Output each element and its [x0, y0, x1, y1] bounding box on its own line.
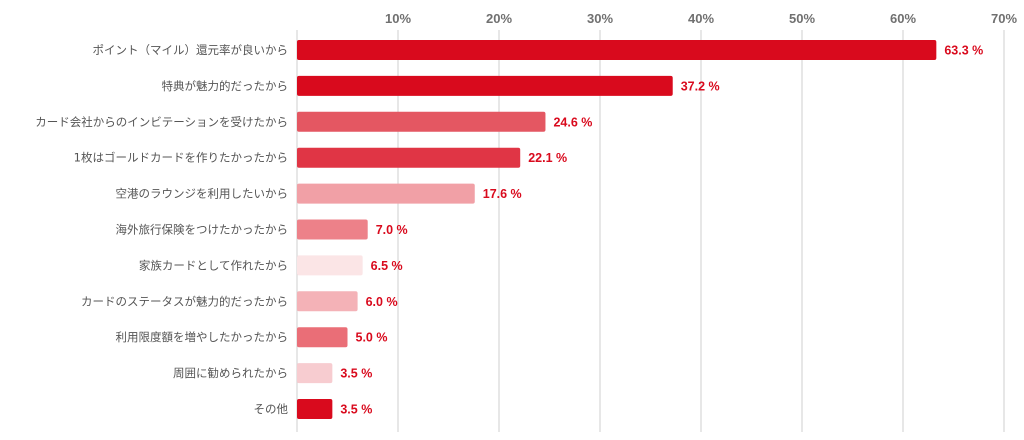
- data-label: 3.5 %: [340, 403, 372, 417]
- x-tick-label: 60%: [890, 11, 916, 26]
- category-label: 1枚はゴールドカードを作りたかったから: [74, 151, 288, 165]
- category-label: 周囲に勧められたから: [173, 366, 288, 380]
- data-label: 22.1 %: [528, 151, 567, 165]
- x-tick-label: 30%: [587, 11, 613, 26]
- category-label: 空港のラウンジを利用したいから: [116, 187, 289, 201]
- data-label: 63.3 %: [944, 44, 983, 58]
- bar: [297, 399, 333, 419]
- bars: [297, 40, 937, 419]
- bar: [297, 219, 368, 240]
- grid-lines: [296, 30, 1005, 432]
- data-label: 17.6 %: [483, 187, 522, 201]
- category-labels: ポイント（マイル）還元率が良いから特典が魅力的だったからカード会社からのインビテ…: [35, 43, 288, 416]
- data-label: 24.6 %: [553, 115, 592, 129]
- bar: [297, 75, 673, 96]
- category-label: カード会社からのインビテーションを受けたから: [35, 115, 288, 129]
- x-axis-ticks: 10% 20% 30% 40% 50% 60% 70%: [385, 11, 1017, 26]
- data-label: 3.5 %: [340, 367, 372, 381]
- data-label: 7.0 %: [376, 223, 408, 237]
- bar: [297, 147, 521, 168]
- category-label: 特典が魅力的だったから: [162, 79, 289, 93]
- category-label: カードのステータスが魅力的だったから: [81, 294, 288, 308]
- value-labels: 63.3 % 37.2 % 24.6 % 22.1 % 17.6 % 7.0 % 6.5 %…: [340, 44, 983, 417]
- bar: [297, 40, 937, 60]
- bar: [297, 111, 546, 132]
- x-tick-label: 50%: [789, 11, 815, 26]
- x-tick-label: 70%: [991, 11, 1017, 26]
- bar: [297, 183, 475, 204]
- bar: [297, 363, 333, 384]
- category-label: その他: [254, 402, 289, 416]
- category-label: 海外旅行保険をつけたかったから: [116, 223, 289, 237]
- bar: [297, 291, 358, 312]
- data-label: 5.0 %: [356, 331, 388, 345]
- category-label: 利用限度額を増やしたかったから: [116, 330, 289, 344]
- x-tick-label: 10%: [385, 11, 411, 26]
- data-label: 37.2 %: [681, 79, 720, 93]
- x-tick-label: 20%: [486, 11, 512, 26]
- category-label: 家族カードとして作れたから: [139, 258, 288, 272]
- category-label: ポイント（マイル）還元率が良いから: [93, 43, 289, 57]
- x-tick-label: 40%: [688, 11, 714, 26]
- data-label: 6.5 %: [371, 259, 403, 273]
- bar: [297, 327, 348, 348]
- data-label: 6.0 %: [366, 295, 398, 309]
- bar: [297, 255, 363, 276]
